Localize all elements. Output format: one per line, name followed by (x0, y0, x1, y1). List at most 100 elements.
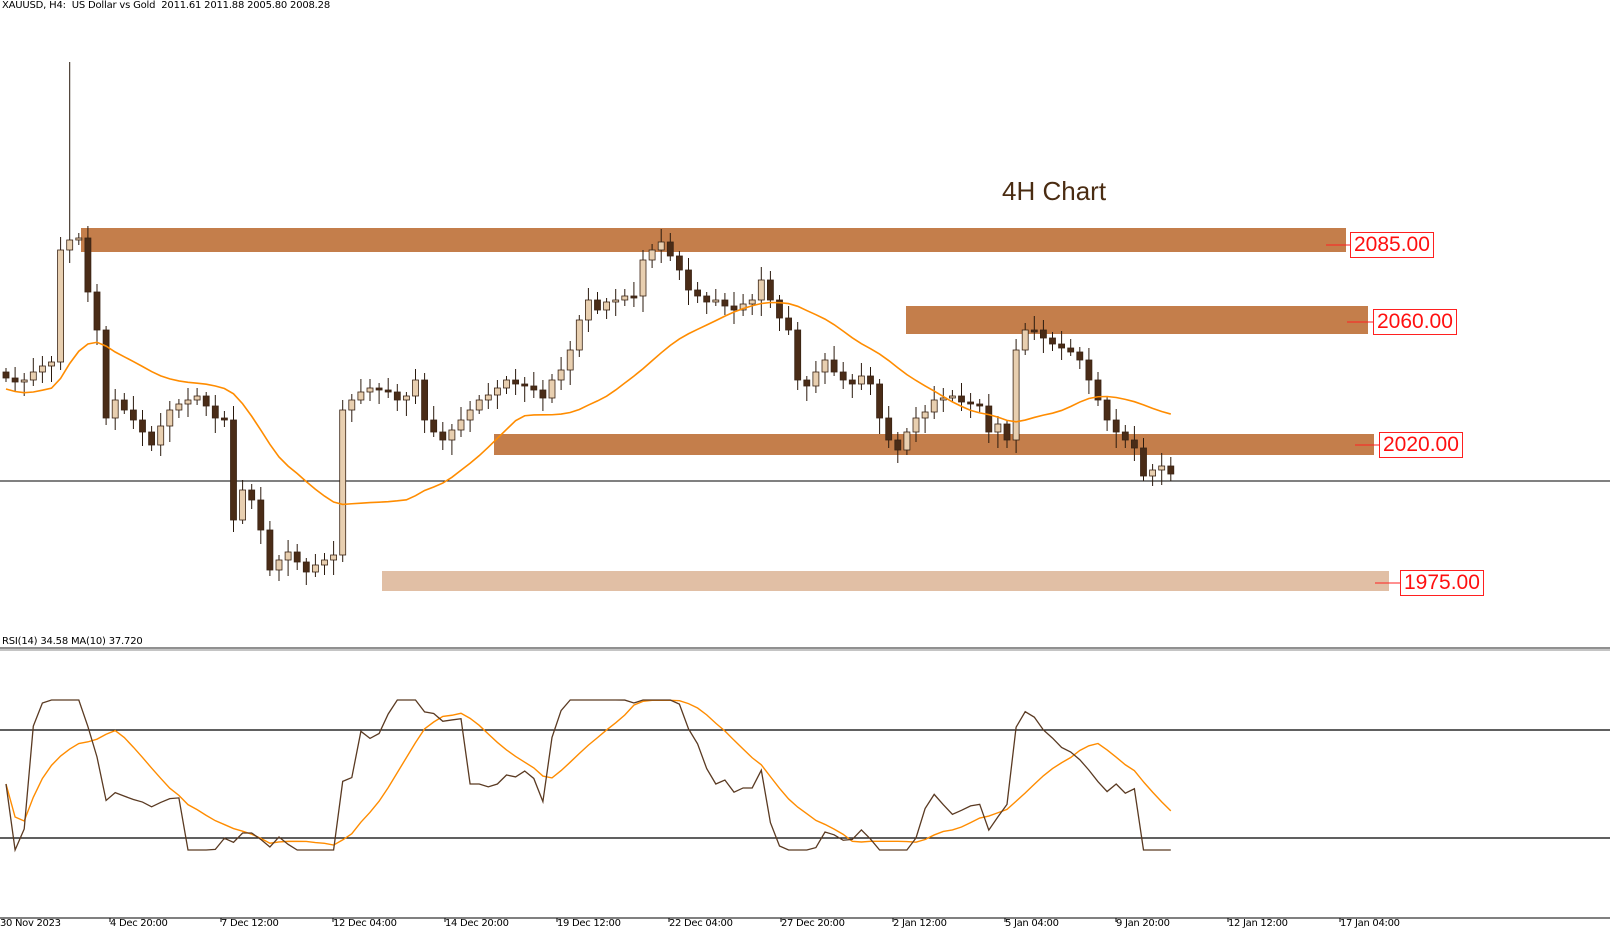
price-level-label[interactable]: 1975.00 (1400, 570, 1484, 596)
candle (1094, 379, 1102, 401)
candle (521, 383, 529, 387)
candle (630, 295, 638, 299)
price-level-label[interactable]: 2085.00 (1350, 232, 1434, 258)
candle (284, 551, 292, 561)
x-axis-ticks (109, 918, 1341, 922)
candle (712, 299, 720, 303)
candle (703, 295, 711, 303)
candle (848, 379, 856, 385)
x-axis-label: 19 Dec 12:00 (557, 918, 621, 929)
candle (1076, 351, 1084, 361)
candle (457, 419, 465, 431)
candle (39, 365, 46, 373)
candle (958, 395, 965, 403)
candle (75, 237, 83, 241)
candle (129, 409, 137, 421)
candle (20, 379, 28, 383)
candle (2, 371, 10, 379)
candle (512, 379, 519, 385)
candle (57, 249, 64, 363)
candle (767, 279, 774, 301)
candle (594, 299, 601, 311)
candle (1003, 423, 1011, 441)
candle (557, 369, 565, 381)
candle (111, 399, 119, 419)
candle (375, 387, 383, 391)
candle (220, 417, 228, 421)
candle (139, 419, 146, 433)
candle (757, 279, 765, 301)
candle (585, 299, 592, 321)
zone-resistance-2085[interactable] (81, 228, 1346, 252)
candle (639, 259, 647, 297)
x-axis-label: 4 Dec 20:00 (110, 918, 168, 929)
candle (275, 559, 283, 571)
candle (821, 359, 829, 373)
candle (1131, 439, 1138, 449)
candle (330, 554, 338, 561)
zone-support-1975[interactable] (382, 571, 1389, 591)
candle (830, 359, 838, 373)
x-axis-label: 9 Jan 20:00 (1116, 918, 1170, 929)
candle (885, 417, 893, 441)
candle (666, 241, 674, 257)
candle (439, 431, 447, 441)
chart-header: XAUUSD, H4: US Dollar vs Gold 2011.61 20… (2, 0, 330, 11)
x-axis-label: 27 Dec 20:00 (781, 918, 845, 929)
label-ticks-layer (1326, 244, 1400, 584)
x-axis-label: 22 Dec 04:00 (669, 918, 733, 929)
candle (1021, 329, 1029, 351)
candle (648, 249, 656, 261)
x-axis-label: 7 Dec 12:00 (221, 918, 279, 929)
candle (776, 299, 783, 319)
candle (1112, 419, 1120, 433)
candle (912, 417, 920, 433)
candle (1121, 431, 1129, 441)
candle (166, 409, 174, 427)
candle (493, 387, 501, 396)
candle (748, 299, 756, 305)
candle (239, 489, 247, 521)
rsi-line (5, 699, 1171, 853)
candle (148, 431, 156, 446)
chart-annotation-title: 4H Chart (1002, 176, 1107, 206)
price-level-label[interactable]: 2020.00 (1379, 432, 1463, 458)
candle (575, 319, 583, 351)
candle (803, 379, 811, 387)
candle (539, 389, 547, 399)
candle (967, 401, 974, 405)
candle (985, 405, 993, 433)
x-axis-label: 30 Nov 2023 (0, 918, 61, 929)
candle (193, 395, 201, 401)
candle (1167, 465, 1175, 475)
candles-layer (2, 62, 1175, 585)
candle (266, 529, 274, 571)
candle (311, 564, 319, 573)
candle (1049, 337, 1056, 345)
zone-support-2020[interactable] (494, 434, 1374, 455)
candle (794, 329, 802, 381)
candle (1149, 469, 1156, 477)
candle (1067, 347, 1075, 353)
candle (930, 399, 938, 413)
candle (48, 361, 55, 367)
candle (211, 405, 219, 419)
price-level-label[interactable]: 2060.00 (1373, 309, 1457, 335)
candle (685, 269, 692, 291)
candle (448, 429, 456, 441)
candle (1085, 359, 1093, 381)
candle (676, 255, 683, 271)
candle (839, 371, 847, 381)
candle (402, 395, 410, 401)
rsi-header: RSI(14) 34.58 MA(10) 37.720 (2, 636, 143, 647)
candle (29, 371, 37, 381)
rsi-ma-line (5, 699, 1172, 846)
candle (202, 395, 210, 407)
candle (949, 395, 956, 399)
zone-resistance-2060[interactable] (906, 306, 1368, 334)
candle (339, 409, 347, 556)
candle (257, 499, 265, 531)
x-axis-label: 2 Jan 12:00 (893, 918, 947, 929)
candle (548, 379, 556, 399)
